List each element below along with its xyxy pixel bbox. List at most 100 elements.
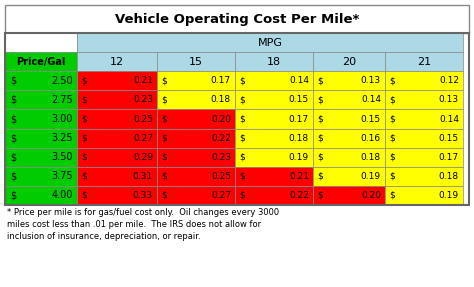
Text: 0.14: 0.14 [289, 76, 309, 85]
Text: 0.31: 0.31 [133, 172, 153, 181]
Text: $: $ [389, 115, 395, 123]
Text: $: $ [389, 172, 395, 181]
Text: 12: 12 [110, 57, 124, 67]
Bar [235, 52, 313, 71]
Text: 0.15: 0.15 [439, 134, 459, 143]
Text: $: $ [10, 171, 16, 181]
Text: $: $ [161, 172, 167, 181]
Bar [313, 167, 385, 186]
Text: 20: 20 [342, 57, 356, 67]
Text: $: $ [10, 76, 16, 86]
Text: $: $ [317, 115, 323, 123]
Bar [5, 109, 77, 129]
Text: $: $ [317, 95, 323, 104]
Text: 0.15: 0.15 [361, 115, 381, 123]
Text: 0.25: 0.25 [211, 172, 231, 181]
Text: $: $ [239, 172, 245, 181]
Text: $: $ [317, 191, 323, 200]
Bar [313, 52, 385, 71]
Text: 0.23: 0.23 [211, 153, 231, 162]
Text: $: $ [10, 133, 16, 143]
Text: 0.15: 0.15 [289, 95, 309, 104]
Text: 0.14: 0.14 [361, 95, 381, 104]
Bar [5, 186, 77, 205]
Bar [157, 71, 235, 90]
Bar [5, 33, 469, 205]
Bar [5, 90, 77, 109]
Text: 0.21: 0.21 [289, 172, 309, 181]
Bar [5, 148, 77, 167]
Text: $: $ [317, 134, 323, 143]
Text: $: $ [239, 95, 245, 104]
Text: $: $ [317, 76, 323, 85]
Bar [313, 129, 385, 148]
Text: 0.22: 0.22 [211, 134, 231, 143]
Text: * Price per mile is for gas/fuel cost only.  Oil changes every 3000
miles cost l: * Price per mile is for gas/fuel cost on… [7, 208, 279, 241]
Bar [385, 129, 463, 148]
Text: $: $ [161, 191, 167, 200]
Text: 0.17: 0.17 [289, 115, 309, 123]
Bar [157, 52, 235, 71]
Bar [157, 167, 235, 186]
Text: 0.21: 0.21 [133, 76, 153, 85]
Text: Vehicle Operating Cost Per Mile*: Vehicle Operating Cost Per Mile* [115, 13, 359, 26]
Text: $: $ [161, 95, 167, 104]
Text: $: $ [10, 191, 16, 200]
Text: $: $ [81, 115, 87, 123]
Bar [5, 129, 77, 148]
Text: 3.50: 3.50 [52, 152, 73, 162]
Text: 0.22: 0.22 [289, 191, 309, 200]
Bar [77, 33, 463, 52]
Bar [385, 71, 463, 90]
Text: 2.50: 2.50 [51, 76, 73, 86]
Text: 3.75: 3.75 [51, 171, 73, 181]
Bar [5, 33, 77, 52]
Bar [385, 167, 463, 186]
Text: $: $ [389, 191, 395, 200]
Text: 0.33: 0.33 [133, 191, 153, 200]
Bar [385, 148, 463, 167]
Text: 3.00: 3.00 [52, 114, 73, 124]
Text: 0.18: 0.18 [211, 95, 231, 104]
Text: $: $ [81, 191, 87, 200]
Text: $: $ [317, 172, 323, 181]
Text: 3.25: 3.25 [51, 133, 73, 143]
Text: $: $ [389, 95, 395, 104]
Text: $: $ [81, 172, 87, 181]
Text: 0.19: 0.19 [289, 153, 309, 162]
Text: $: $ [239, 115, 245, 123]
Text: 0.14: 0.14 [439, 115, 459, 123]
Bar [77, 186, 157, 205]
Text: $: $ [239, 153, 245, 162]
Text: 0.16: 0.16 [361, 134, 381, 143]
Text: 0.20: 0.20 [361, 191, 381, 200]
Bar [313, 90, 385, 109]
Bar [77, 52, 157, 71]
Bar [313, 186, 385, 205]
Bar [235, 90, 313, 109]
Text: $: $ [161, 153, 167, 162]
Text: 21: 21 [417, 57, 431, 67]
Bar [235, 71, 313, 90]
Bar [235, 148, 313, 167]
Bar [157, 109, 235, 129]
Bar [5, 5, 469, 33]
Text: Price/Gal: Price/Gal [16, 57, 66, 67]
Bar [385, 186, 463, 205]
Text: 2.75: 2.75 [51, 95, 73, 105]
Text: 0.20: 0.20 [211, 115, 231, 123]
Text: 0.18: 0.18 [289, 134, 309, 143]
Text: 0.19: 0.19 [361, 172, 381, 181]
Text: $: $ [10, 152, 16, 162]
Text: 0.18: 0.18 [439, 172, 459, 181]
Text: 0.17: 0.17 [211, 76, 231, 85]
Bar [385, 52, 463, 71]
Bar [77, 71, 157, 90]
Bar [235, 167, 313, 186]
Bar [313, 109, 385, 129]
Text: $: $ [389, 134, 395, 143]
Text: 0.27: 0.27 [211, 191, 231, 200]
Text: 0.19: 0.19 [439, 191, 459, 200]
Text: $: $ [81, 95, 87, 104]
Text: 0.23: 0.23 [133, 95, 153, 104]
